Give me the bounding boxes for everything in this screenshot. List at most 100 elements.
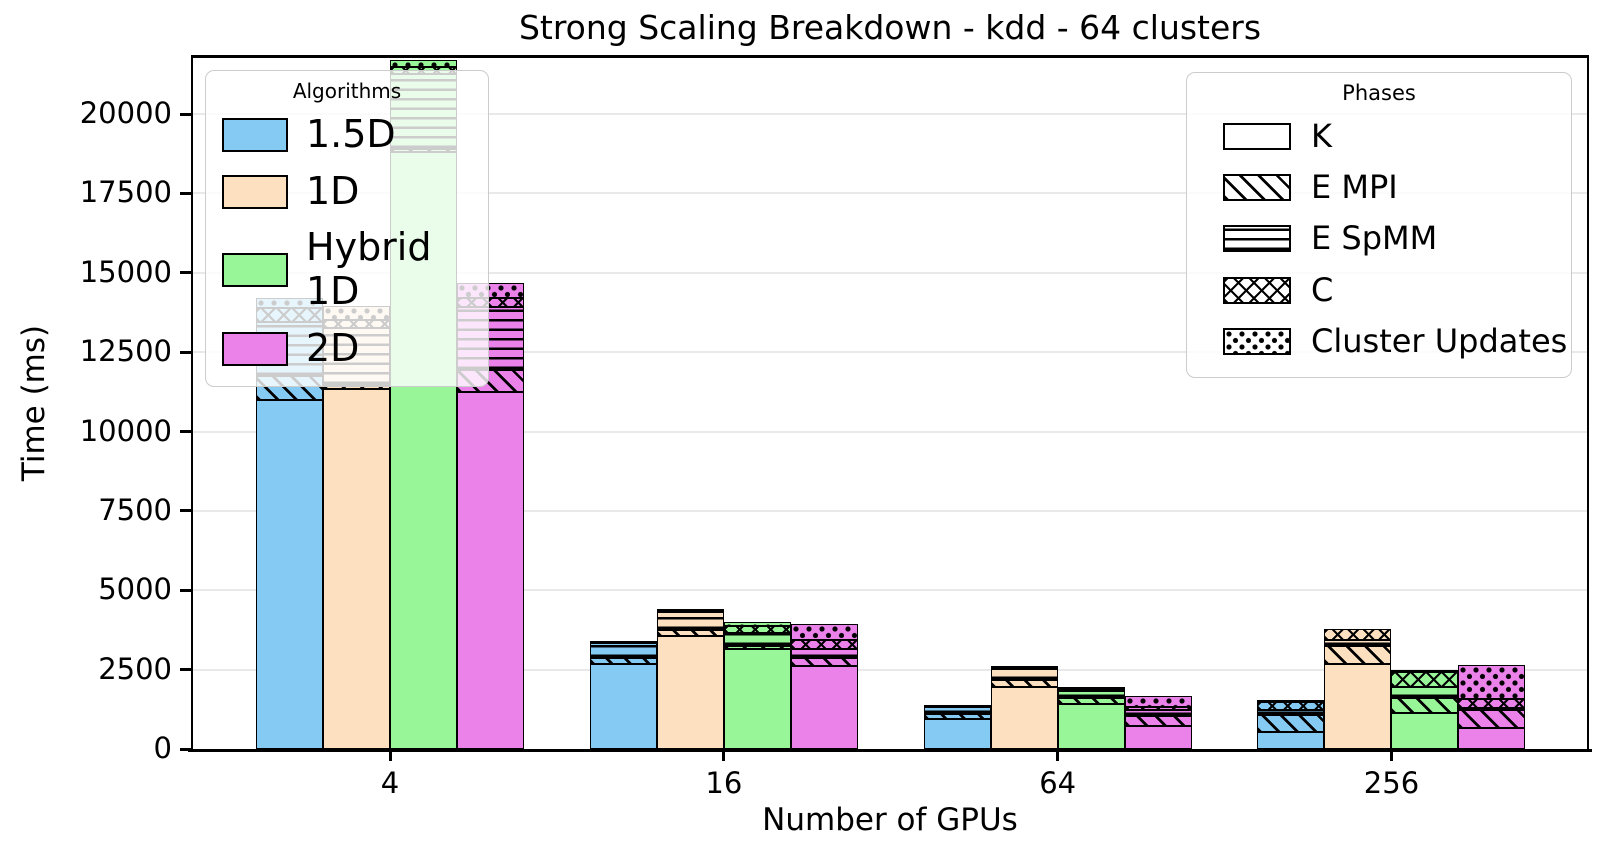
bar-segment-2d-e-spmm <box>1458 707 1526 710</box>
x-tick-mark <box>1389 751 1393 761</box>
bar-segment-1d-e-mpi <box>656 629 724 636</box>
bar-segment-hybrid-1d-cluster-updates <box>723 622 791 627</box>
legend-swatch-e-spmm <box>1223 225 1291 253</box>
algorithms-legend-title: Algorithms <box>292 79 402 103</box>
bar-segment-hybrid-1d-k <box>1057 704 1125 749</box>
x-tick-mark <box>388 751 392 761</box>
bar-segment-2d-cluster-updates <box>1458 664 1526 700</box>
bar-segment-1d-c <box>1324 629 1392 640</box>
bar-segment-2d-e-mpi <box>790 658 858 666</box>
gridline <box>193 509 1587 512</box>
bar-segment-1.5d-cluster-updates <box>1257 700 1325 703</box>
bar-segment-hybrid-1d-e-spmm <box>723 633 791 647</box>
bar-segment-hybrid-1d-c <box>1391 672 1459 688</box>
gridline <box>193 589 1587 592</box>
y-tick-mark <box>180 430 191 434</box>
legend-swatch-e-mpi <box>1223 174 1291 202</box>
legend-item-1d: 1D <box>222 168 488 214</box>
x-tick-label: 4 <box>380 766 400 800</box>
y-tick-mark <box>180 509 191 513</box>
y-tick-label: 5000 <box>98 572 172 607</box>
bar-segment-1d-e-mpi <box>990 680 1058 688</box>
x-tick-mark <box>722 751 726 761</box>
gridline <box>193 192 1587 195</box>
bar-segment-1d-e-spmm <box>1324 639 1392 646</box>
bar-segment-hybrid-1d-cluster-updates <box>1057 686 1125 689</box>
bar-segment-hybrid-1d-e-spmm <box>1057 690 1125 699</box>
phases-legend: Phases K E MPI E SpMM C Cluster Updates <box>1186 72 1572 378</box>
gridline <box>193 430 1587 433</box>
y-tick-label: 2500 <box>98 651 172 686</box>
right-axis-spine <box>1586 55 1589 751</box>
bar-segment-1.5d-k <box>589 663 657 749</box>
bar-segment-hybrid-1d-cluster-updates <box>1391 670 1459 673</box>
y-tick-mark <box>180 668 191 672</box>
bottom-axis-spine <box>188 748 1592 752</box>
bar-segment-1d-e-spmm <box>656 612 724 630</box>
y-tick-mark <box>180 588 191 592</box>
x-tick-label: 64 <box>1039 766 1077 800</box>
legend-label: C <box>1311 270 1334 309</box>
bar-segment-hybrid-1d-e-mpi <box>1057 698 1125 705</box>
bar-segment-1.5d-e-spmm <box>1257 709 1325 716</box>
y-tick-mark <box>180 112 191 116</box>
bar-segment-2d-e-mpi <box>1458 709 1526 729</box>
bar-segment-hybrid-1d-cluster-updates <box>390 60 457 67</box>
bar-segment-1.5d-e-spmm <box>589 643 657 658</box>
bar-segment-1.5d-e-mpi <box>923 714 991 720</box>
bar-segment-hybrid-1d-e-spmm <box>1391 687 1459 699</box>
algorithms-legend: Algorithms 1.5D 1D Hybrid 1D 2D <box>205 70 489 388</box>
legend-label: E MPI <box>1311 168 1398 207</box>
bar-segment-hybrid-1d-e-mpi <box>723 646 791 650</box>
legend-swatch-1d <box>222 174 288 209</box>
algorithms-legend-items: 1.5D 1D Hybrid 1D 2D <box>206 112 488 370</box>
legend-label: Cluster Updates <box>1311 321 1568 360</box>
y-tick-mark <box>180 271 191 275</box>
bar-segment-1.5d-cluster-updates <box>589 640 657 643</box>
bar-segment-1d-k <box>323 388 390 749</box>
bar-segment-hybrid-1d-e-mpi <box>1391 698 1459 714</box>
bar-segment-1.5d-cluster-updates <box>923 704 991 707</box>
bar-segment-1d-cluster-updates <box>990 666 1058 669</box>
bar-segment-2d-c <box>1124 707 1192 710</box>
bar-segment-hybrid-1d-k <box>723 649 791 749</box>
bar-segment-2d-k <box>1458 728 1526 749</box>
bar-segment-2d-c <box>1458 699 1526 709</box>
y-tick-label: 12500 <box>79 334 172 369</box>
bar-segment-1.5d-k <box>1257 731 1325 749</box>
bar-segment-1.5d-c <box>1257 702 1325 710</box>
legend-label: 1D <box>306 168 360 213</box>
legend-item-e-mpi: E MPI <box>1223 168 1571 207</box>
top-axis-spine <box>190 55 1589 58</box>
legend-label: E SpMM <box>1311 219 1438 258</box>
legend-swatch-cluster-updates <box>1223 327 1291 355</box>
legend-item-hybrid-1d: Hybrid 1D <box>222 225 488 314</box>
x-axis-label: Number of GPUs <box>762 802 1018 838</box>
bar-segment-1.5d-e-mpi <box>1257 715 1325 732</box>
bar-segment-1d-e-mpi <box>1324 646 1392 664</box>
y-tick-label: 15000 <box>79 254 172 289</box>
legend-swatch-k <box>1223 123 1291 151</box>
legend-label: 2D <box>306 325 360 370</box>
bar-segment-hybrid-1d-c <box>1057 688 1125 691</box>
bar-segment-2d-e-spmm <box>1124 709 1192 716</box>
phases-legend-title: Phases <box>1342 81 1416 105</box>
legend-label: 1.5D <box>306 112 396 156</box>
bar-segment-2d-k <box>790 665 858 749</box>
legend-label: Hybrid 1D <box>306 225 432 314</box>
bar-segment-hybrid-1d-c <box>723 626 791 634</box>
x-tick-label: 16 <box>705 766 743 800</box>
bar-segment-2d-k <box>1124 726 1192 749</box>
bar-segment-1.5d-e-mpi <box>589 657 657 664</box>
legend-item-cluster-updates: Cluster Updates <box>1223 321 1571 360</box>
y-tick-label: 10000 <box>79 413 172 448</box>
bar-segment-1d-e-spmm <box>990 669 1058 681</box>
legend-swatch-c <box>1223 276 1291 304</box>
bar-segment-1d-cluster-updates <box>656 609 724 612</box>
bar-segment-2d-c <box>790 640 858 650</box>
bar-segment-hybrid-1d-k <box>1391 713 1459 749</box>
legend-swatch-2d <box>222 331 288 366</box>
y-tick-label: 20000 <box>79 96 172 131</box>
gridline <box>193 668 1587 671</box>
bar-segment-2d-cluster-updates <box>790 623 858 641</box>
